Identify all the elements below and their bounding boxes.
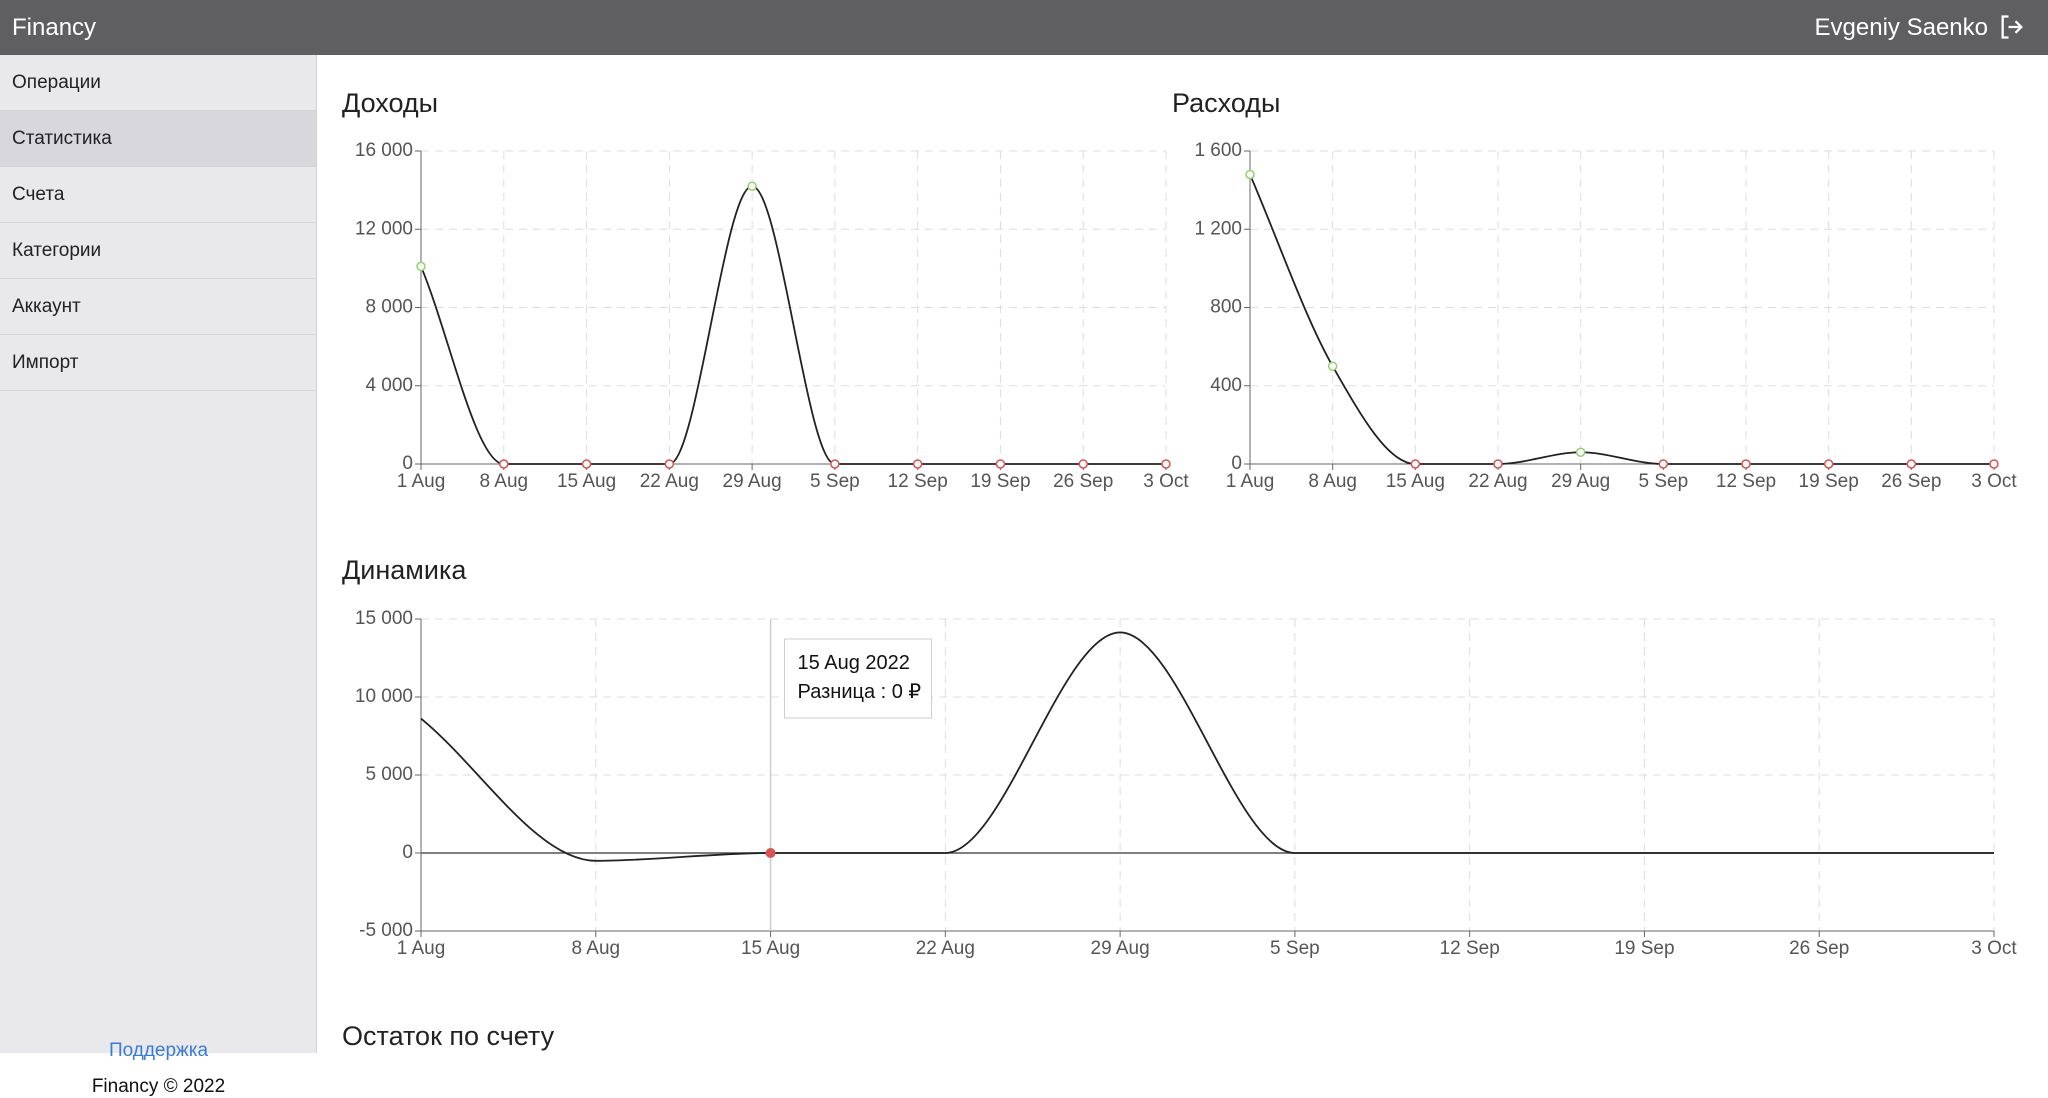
point <box>416 261 426 272</box>
y-tick-label: 5 000 <box>365 764 413 785</box>
chart-title: Доходы <box>342 88 438 118</box>
line <box>1249 174 1994 465</box>
y-tick-label: 0 <box>402 842 413 863</box>
x-tick-label: 1 Aug <box>397 938 446 959</box>
point <box>1658 459 1669 469</box>
chart-title: Расходы <box>1172 88 1280 118</box>
menu-item[interactable]: Операции <box>0 55 316 111</box>
y-tick-label: 10 000 <box>355 686 413 707</box>
x-tick-label: 3 Oct <box>1971 938 2017 959</box>
point <box>1741 459 1751 469</box>
brand[interactable]: Financy <box>12 14 97 41</box>
x-tick-label: 29 Aug <box>1551 471 1610 492</box>
point <box>830 459 840 469</box>
x-tick-label: 19 Sep <box>1614 938 1674 959</box>
x-tick-label: 5 Sep <box>810 471 860 492</box>
x-tick-label: 5 Sep <box>1639 471 1689 492</box>
point <box>995 459 1006 469</box>
y-tick-label: 16 000 <box>355 140 413 161</box>
logout-icon[interactable] <box>1998 13 2026 41</box>
y-tick-label: 0 <box>402 453 413 474</box>
x-tick-label: 19 Sep <box>970 471 1030 492</box>
y-tick-label: 800 <box>1210 297 1242 318</box>
x-tick-label: 26 Sep <box>1881 471 1941 492</box>
point <box>499 459 509 469</box>
point <box>912 459 923 469</box>
menu-item[interactable]: Категории <box>0 223 316 279</box>
x-tick-label: 22 Aug <box>1468 471 1527 492</box>
x-tick-label: 8 Aug <box>571 938 620 959</box>
x-tick-label: 22 Aug <box>916 938 975 959</box>
x-tick-label: 12 Sep <box>1716 471 1776 492</box>
tooltip-title: 15 Aug 2022 <box>798 652 910 674</box>
x-tick-label: 1 Aug <box>1226 471 1275 492</box>
section-title: Остаток по счету <box>342 1021 555 1051</box>
y-tick-label: 12 000 <box>355 218 413 239</box>
chart-title: Динамика <box>342 555 467 585</box>
header: Financy Evgeniy Saenko <box>0 0 2048 55</box>
y-tick-label: 1 600 <box>1194 140 1242 161</box>
tooltip-text: Разница : 0 ₽ <box>798 681 922 703</box>
point <box>1078 459 1088 469</box>
point <box>1327 361 1338 371</box>
x-tick-label: 15 Aug <box>557 471 616 492</box>
y-tick-label: -5 000 <box>359 920 413 941</box>
copyright: Financy © 2022 <box>91 1076 226 1097</box>
y-tick-label: 4 000 <box>365 375 413 396</box>
x-tick-label: 12 Sep <box>1440 938 1500 959</box>
x-tick-label: 22 Aug <box>640 471 699 492</box>
menu-item[interactable]: Счета <box>0 167 316 223</box>
x-tick-label: 3 Oct <box>1971 471 2017 492</box>
point <box>1823 459 1834 469</box>
tooltip <box>784 638 933 719</box>
x-tick-label: 15 Aug <box>741 938 800 959</box>
y-tick-label: 8 000 <box>365 297 413 318</box>
point <box>1493 459 1503 469</box>
point <box>1245 169 1255 180</box>
x-tick-label: 15 Aug <box>1386 471 1445 492</box>
x-tick-label: 5 Sep <box>1270 938 1320 959</box>
x-tick-label: 8 Aug <box>479 471 528 492</box>
x-tick-label: 29 Aug <box>1091 938 1150 959</box>
point <box>581 459 592 469</box>
x-tick-label: 12 Sep <box>888 471 948 492</box>
y-tick-label: 1 200 <box>1194 218 1242 239</box>
point <box>1575 447 1586 458</box>
point <box>1410 459 1421 469</box>
y-tick-label: 0 <box>1231 453 1242 474</box>
line <box>420 631 1994 862</box>
x-tick-label: 26 Sep <box>1053 471 1113 492</box>
menu-item[interactable]: Статистика <box>0 111 316 167</box>
menu-item[interactable]: Аккаунт <box>0 279 316 335</box>
x-tick-label: 29 Aug <box>723 471 782 492</box>
menu: Операции Статистика Счета Категории Аккаунт И… <box>0 55 316 391</box>
point <box>1989 459 1999 469</box>
point <box>1161 459 1171 469</box>
point <box>664 459 675 469</box>
hover-point <box>765 848 776 858</box>
y-tick-label: 400 <box>1210 375 1242 396</box>
charts: Остаток по счету Доходы 0 4 000 8 000 12 000… <box>342 88 2017 1051</box>
support-link[interactable]: Поддержка <box>108 1040 209 1061</box>
line <box>420 185 1166 465</box>
point <box>747 181 757 191</box>
x-tick-label: 8 Aug <box>1308 471 1357 492</box>
menu-item[interactable]: Импорт <box>0 335 316 391</box>
y-tick-label: 15 000 <box>355 608 413 629</box>
user-name[interactable]: Evgeniy Saenko <box>1814 14 1988 41</box>
point <box>1906 459 1917 469</box>
x-tick-label: 26 Sep <box>1789 938 1849 959</box>
sidebar: Операции Статистика Счета Категории Аккаунт И… <box>0 55 317 1097</box>
x-tick-label: 1 Aug <box>397 471 446 492</box>
x-tick-label: 3 Oct <box>1143 471 1189 492</box>
x-tick-label: 19 Sep <box>1799 471 1859 492</box>
